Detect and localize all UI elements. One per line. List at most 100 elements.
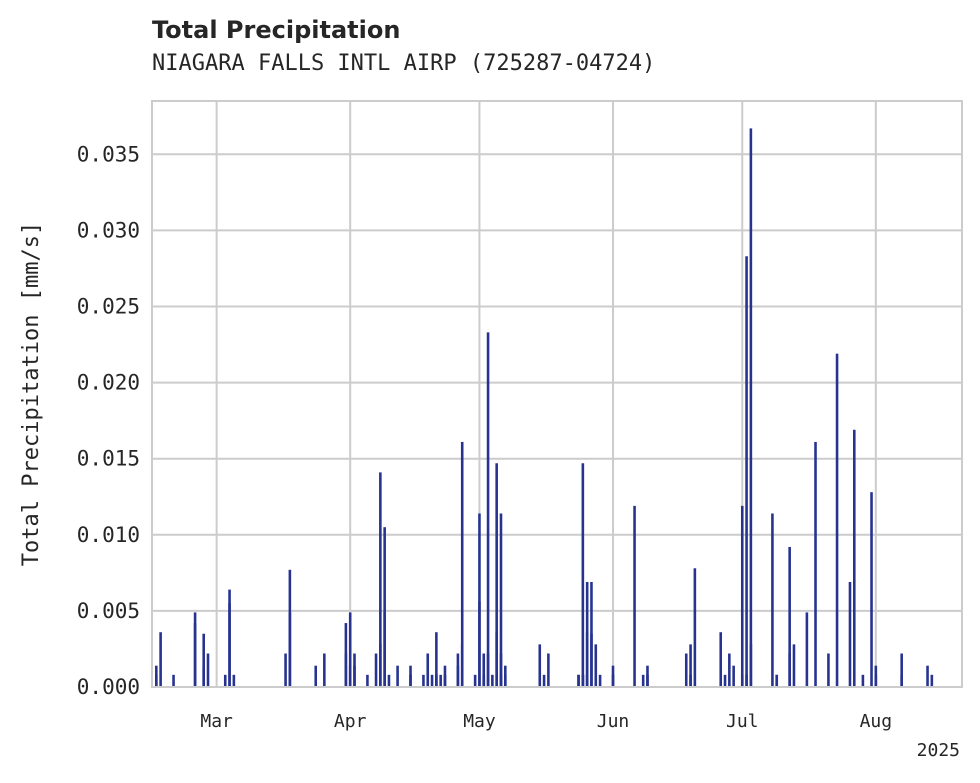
precip-bar — [495, 463, 498, 687]
precip-bar — [723, 674, 727, 687]
chart-subtitle: NIAGARA FALLS INTL AIRP (725287-04724) — [152, 51, 656, 76]
precip-bar — [689, 644, 692, 687]
precip-bar — [344, 653, 348, 687]
precip-bar — [870, 492, 873, 687]
precip-bar — [159, 632, 162, 687]
y-tick-label: 0.005 — [77, 599, 140, 623]
y-tick-label: 0.025 — [77, 294, 140, 318]
precip-bar — [848, 581, 852, 687]
precip-bar — [805, 612, 809, 687]
precip-bar — [353, 665, 356, 687]
precip-bar — [585, 632, 589, 687]
precip-bar — [732, 665, 735, 687]
precip-bar — [284, 653, 287, 687]
precip-bar — [775, 674, 779, 687]
x-tick-label: Apr — [334, 711, 367, 732]
precip-bar — [348, 612, 352, 687]
precip-bar — [646, 674, 649, 687]
precip-bar — [852, 429, 856, 687]
precip-bar — [547, 653, 550, 687]
precip-bar — [435, 674, 438, 687]
y-tick-label: 0.035 — [77, 142, 140, 166]
precip-bar — [598, 674, 602, 687]
precip-bar — [486, 332, 490, 687]
precip-bar — [288, 612, 292, 687]
precip-bar — [206, 653, 210, 687]
chart-title: Total Precipitation — [152, 16, 401, 44]
precip-bar — [749, 128, 753, 687]
precip-bar — [422, 674, 425, 687]
precip-bar — [594, 644, 598, 687]
precip-bar — [486, 653, 490, 687]
precip-bar — [771, 513, 774, 687]
precip-bar — [693, 568, 697, 687]
precip-bar — [426, 653, 430, 687]
x-year-label: 2025 — [917, 740, 960, 761]
precip-bar — [155, 665, 158, 687]
precipitation-bars — [155, 128, 934, 687]
precip-bar — [491, 674, 494, 687]
precip-bar — [581, 463, 585, 687]
precip-bar — [740, 505, 744, 687]
x-tick-labels: Mar Apr May Jun Jul Aug — [200, 711, 892, 732]
precip-bar — [396, 665, 399, 687]
precip-bar — [814, 441, 817, 687]
precip-bar — [538, 644, 542, 687]
y-tick-label: 0.015 — [77, 447, 140, 471]
precip-bar — [374, 653, 378, 687]
precip-bar — [478, 513, 481, 687]
precip-bar — [719, 632, 723, 687]
precip-bar — [202, 633, 205, 687]
precip-bar — [379, 472, 382, 687]
precip-bar — [504, 674, 507, 687]
x-tick-label: May — [463, 711, 496, 732]
precip-bar — [430, 674, 434, 687]
x-tick-label: Jun — [597, 711, 630, 732]
precip-bar — [172, 674, 175, 687]
precip-bar — [900, 674, 903, 687]
precip-bar — [499, 674, 503, 687]
x-tick-label: Mar — [200, 711, 233, 732]
precip-bar — [439, 674, 442, 687]
precip-bar — [827, 653, 830, 687]
precip-bar — [323, 653, 326, 687]
precip-bar — [232, 674, 236, 687]
precip-bar — [228, 603, 231, 687]
precip-bar — [861, 674, 865, 687]
precip-bar — [585, 674, 589, 687]
y-axis-label: Total Precipitation [mm/s] — [19, 222, 44, 566]
precip-bar — [383, 527, 386, 687]
precip-bar — [348, 665, 352, 687]
precip-bar — [223, 674, 227, 687]
precip-bar — [443, 674, 447, 687]
precip-bar — [499, 653, 503, 687]
precip-bar — [460, 441, 464, 687]
precip-bar — [684, 653, 688, 687]
precip-bar — [482, 653, 486, 687]
precip-bar — [641, 674, 645, 687]
y-tick-label: 0.030 — [77, 218, 140, 242]
precip-bar — [577, 674, 580, 687]
precip-bar — [542, 674, 546, 687]
precip-bar — [590, 633, 593, 687]
precip-bar — [456, 653, 460, 687]
precip-bar — [314, 665, 318, 687]
plot-frame — [151, 100, 963, 688]
precip-bar — [745, 256, 748, 687]
precip-bar — [611, 674, 615, 687]
precip-bar — [581, 674, 585, 687]
precip-bar — [900, 653, 903, 687]
precip-bar — [379, 644, 382, 687]
precip-bar — [792, 644, 796, 687]
precip-bar — [835, 353, 839, 687]
precip-bar — [193, 623, 197, 687]
precip-bar — [435, 632, 438, 687]
precip-bar — [473, 674, 477, 687]
y-tick-label: 0.020 — [77, 371, 140, 395]
precip-bar — [383, 612, 386, 687]
precip-bar — [930, 674, 934, 687]
precip-bar — [728, 653, 731, 687]
y-tick-label: 0.000 — [77, 675, 140, 699]
precip-bar — [202, 667, 205, 687]
